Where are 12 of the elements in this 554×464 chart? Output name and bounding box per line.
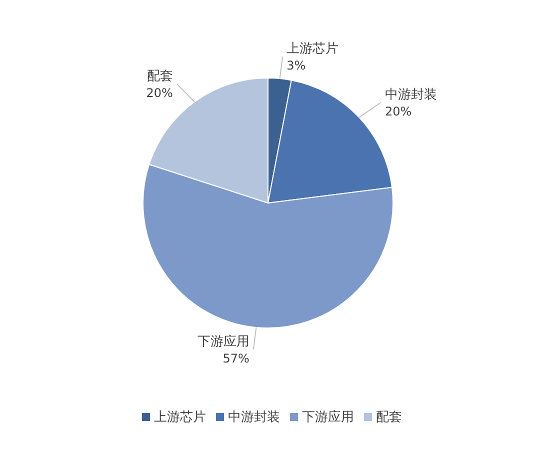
data-label: 3% — [286, 58, 306, 73]
data-label: 57% — [222, 351, 250, 366]
slice-label: 中游封装 — [384, 87, 437, 102]
slice-label: 下游应用 — [197, 333, 250, 350]
slice-label: 配套 — [146, 69, 173, 84]
data-label: 20% — [384, 104, 412, 118]
slice-label: 上游芯片 — [286, 42, 339, 57]
legend-label: 上游芯片 — [154, 410, 206, 425]
data-label: 20% — [146, 86, 173, 100]
legend-label: 下游应用 — [302, 410, 354, 425]
legend-label: 中游封装 — [228, 410, 280, 425]
legend-label: 配套 — [376, 410, 402, 425]
